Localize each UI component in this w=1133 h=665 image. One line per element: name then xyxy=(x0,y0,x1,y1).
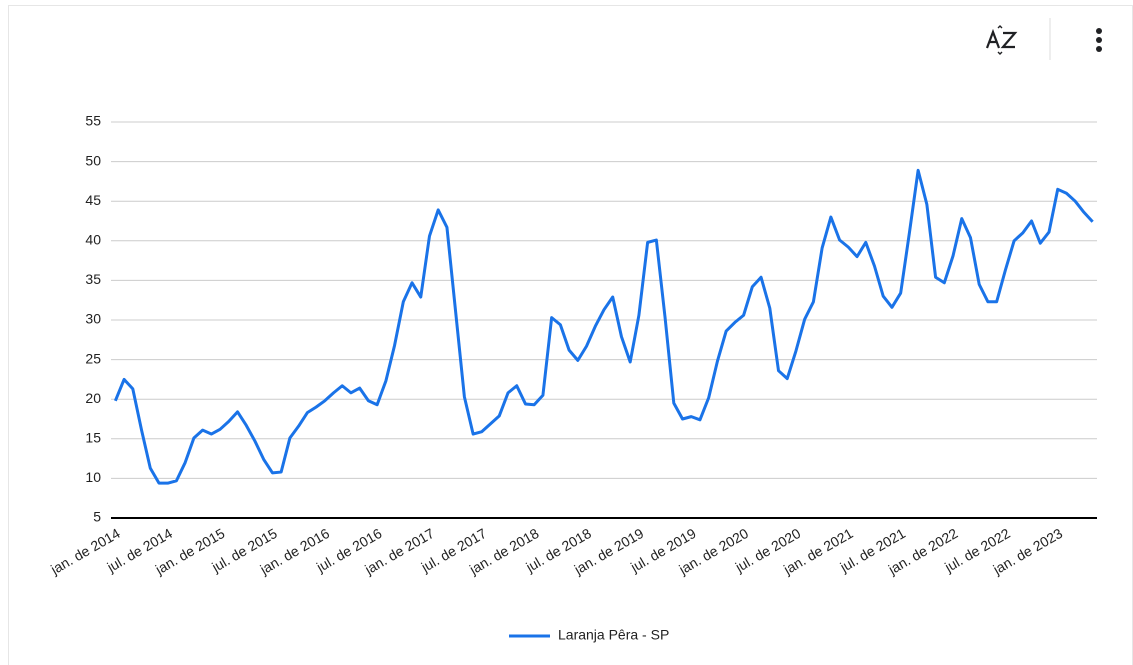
sort-icon xyxy=(985,28,1001,49)
y-tick-label: 55 xyxy=(85,113,101,129)
y-tick-label: 25 xyxy=(85,350,101,366)
y-tick-label: 30 xyxy=(85,311,101,327)
y-tick-label: 40 xyxy=(85,232,101,248)
y-tick-label: 10 xyxy=(85,469,101,485)
sort-icon xyxy=(997,25,1003,55)
y-tick-label: 15 xyxy=(85,430,101,446)
y-tick-label: 20 xyxy=(85,390,101,406)
more-menu[interactable] xyxy=(1096,28,1102,52)
data-line xyxy=(113,168,1094,485)
sort-icon xyxy=(1000,31,1018,49)
sort-button[interactable] xyxy=(985,25,1018,55)
menu-dot xyxy=(1096,37,1102,43)
menu-dot xyxy=(1096,46,1102,52)
y-tick-label: 50 xyxy=(85,152,101,168)
card-border xyxy=(8,5,1133,665)
legend-label: Laranja Pêra - SP xyxy=(558,627,669,643)
y-tick-label: 35 xyxy=(85,271,101,287)
y-tick-label: 5 xyxy=(93,509,101,525)
menu-dot xyxy=(1096,28,1102,34)
y-tick-label: 45 xyxy=(85,192,101,208)
